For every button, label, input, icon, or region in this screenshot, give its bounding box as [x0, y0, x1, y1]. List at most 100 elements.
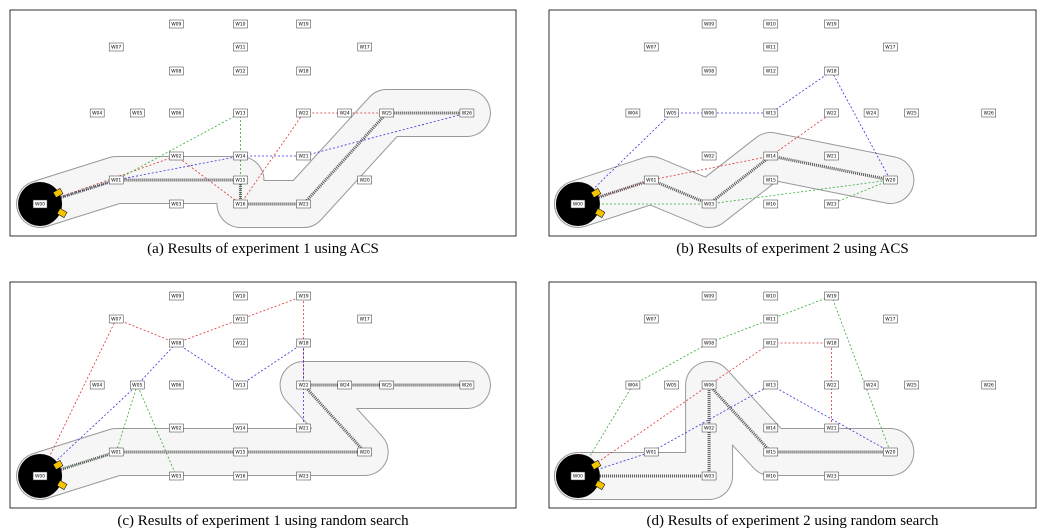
waypoint-label: W09 — [171, 22, 181, 28]
waypoint-label: W12 — [766, 341, 776, 347]
caption: (a) Results of experiment 1 using ACS — [147, 241, 379, 257]
waypoint-label: W09 — [171, 294, 181, 300]
waypoint-label: W25 — [382, 111, 392, 117]
waypoint-label: W23 — [826, 202, 836, 208]
waypoint-label: W05 — [132, 111, 142, 117]
waypoint-label: W04 — [92, 383, 102, 389]
figure: W00 W01 W02 W03 W04 W05 W06 W07 W08 W09 W10 W11 W12 W… — [0, 0, 1044, 529]
waypoint-label: W03 — [171, 202, 181, 208]
waypoint-label: W24 — [340, 383, 350, 389]
waypoint-label: W14 — [766, 426, 776, 432]
waypoint-label: W07 — [111, 317, 121, 323]
waypoint-label: W21 — [298, 154, 308, 160]
waypoint-label: W05 — [666, 111, 676, 117]
waypoint-label: W00 — [573, 474, 583, 480]
waypoint-label: W13 — [235, 111, 245, 117]
page: {"panels": [ {"caption": "(a) Results of… — [0, 0, 1044, 529]
waypoint-label: W02 — [171, 154, 181, 160]
waypoint-label: W09 — [704, 294, 714, 300]
waypoint-label: W15 — [766, 450, 776, 456]
waypoint-label: W12 — [235, 69, 245, 75]
waypoint-label: W18 — [826, 69, 836, 75]
waypoint-label: W07 — [111, 45, 121, 51]
panel: W00W01W02W03W04W05W06W07W08W09W10W11W12W… — [549, 282, 1036, 508]
waypoint-label: W26 — [984, 111, 994, 117]
waypoint-label: W19 — [826, 294, 836, 300]
waypoint-label: W22 — [298, 111, 308, 117]
waypoint-label: W23 — [826, 474, 836, 480]
panel: W00W01W02W03W04W05W06W07W08W09W10W11W12W… — [10, 10, 516, 236]
waypoint-label: W13 — [235, 383, 245, 389]
waypoint-label: W03 — [704, 474, 714, 480]
waypoint-label: W18 — [298, 341, 308, 347]
waypoint-label: W22 — [298, 383, 308, 389]
waypoint-label: W05 — [666, 383, 676, 389]
waypoint-label: W08 — [171, 69, 181, 75]
waypoint-label: W06 — [171, 111, 181, 117]
waypoint-label: W18 — [826, 341, 836, 347]
waypoint-label: W04 — [92, 111, 102, 117]
waypoint-label: W03 — [171, 474, 181, 480]
waypoint-label: W17 — [885, 45, 895, 51]
waypoint-label: W08 — [171, 341, 181, 347]
waypoint-label: W07 — [646, 317, 656, 323]
waypoint-label: W11 — [766, 317, 776, 323]
waypoint-label: W25 — [907, 383, 917, 389]
waypoint-label: W12 — [235, 341, 245, 347]
waypoint-label: W17 — [360, 45, 370, 51]
waypoint-label: W20 — [360, 178, 370, 184]
waypoint-label: W25 — [907, 111, 917, 117]
waypoint-label: W16 — [235, 202, 245, 208]
waypoint-label: W13 — [766, 111, 776, 117]
waypoint-label: W23 — [298, 474, 308, 480]
waypoint-label: W06 — [704, 383, 714, 389]
waypoint-label: W07 — [646, 45, 656, 51]
waypoint-label: W08 — [704, 69, 714, 75]
waypoint-label: W09 — [704, 22, 714, 28]
waypoint-label: W25 — [382, 383, 392, 389]
waypoint-label: W11 — [235, 317, 245, 323]
waypoint-label: W01 — [111, 450, 121, 456]
waypoint-label: W08 — [704, 341, 714, 347]
waypoint-label: W02 — [171, 426, 181, 432]
waypoint-label: W05 — [132, 383, 142, 389]
waypoint-label: W14 — [235, 426, 245, 432]
waypoint-label: W11 — [235, 45, 245, 51]
waypoint-label: W18 — [298, 69, 308, 75]
waypoint-label: W16 — [766, 202, 776, 208]
waypoint-label: W20 — [885, 450, 895, 456]
waypoint-label: W26 — [462, 111, 472, 117]
waypoint-label: W15 — [235, 178, 245, 184]
waypoint-label: W00 — [573, 202, 583, 208]
waypoint-label: W13 — [766, 383, 776, 389]
waypoint-label: W15 — [766, 178, 776, 184]
waypoint-label: W16 — [766, 474, 776, 480]
waypoint-label: W24 — [340, 111, 350, 117]
waypoint-label: W06 — [171, 383, 181, 389]
caption: (b) Results of experiment 2 using ACS — [676, 241, 909, 257]
waypoint-label: W10 — [766, 294, 776, 300]
waypoint-label: W23 — [298, 202, 308, 208]
waypoint-label: W10 — [766, 22, 776, 28]
waypoint-label: W01 — [646, 178, 656, 184]
waypoint-label: W00 — [35, 202, 45, 208]
waypoint-label: W02 — [704, 154, 714, 160]
panel: W00W01W02W03W04W05W06W07W08W09W10W11W12W… — [10, 282, 516, 508]
waypoint-label: W26 — [984, 383, 994, 389]
waypoint-label: W24 — [866, 383, 876, 389]
waypoint-label: W17 — [885, 317, 895, 323]
waypoint-label: W10 — [235, 294, 245, 300]
waypoint-label: W06 — [704, 111, 714, 117]
waypoint-label: W20 — [885, 178, 895, 184]
waypoint-label: W22 — [826, 383, 836, 389]
waypoint-label: W01 — [646, 450, 656, 456]
caption: (d) Results of experiment 2 using random… — [646, 513, 939, 529]
waypoint-label: W21 — [826, 154, 836, 160]
waypoint-label: W19 — [298, 22, 308, 28]
waypoint-label: W17 — [360, 317, 370, 323]
waypoint-label: W16 — [235, 474, 245, 480]
waypoint-label: W21 — [298, 426, 308, 432]
waypoint-label: W02 — [704, 426, 714, 432]
waypoint-label: W14 — [766, 154, 776, 160]
